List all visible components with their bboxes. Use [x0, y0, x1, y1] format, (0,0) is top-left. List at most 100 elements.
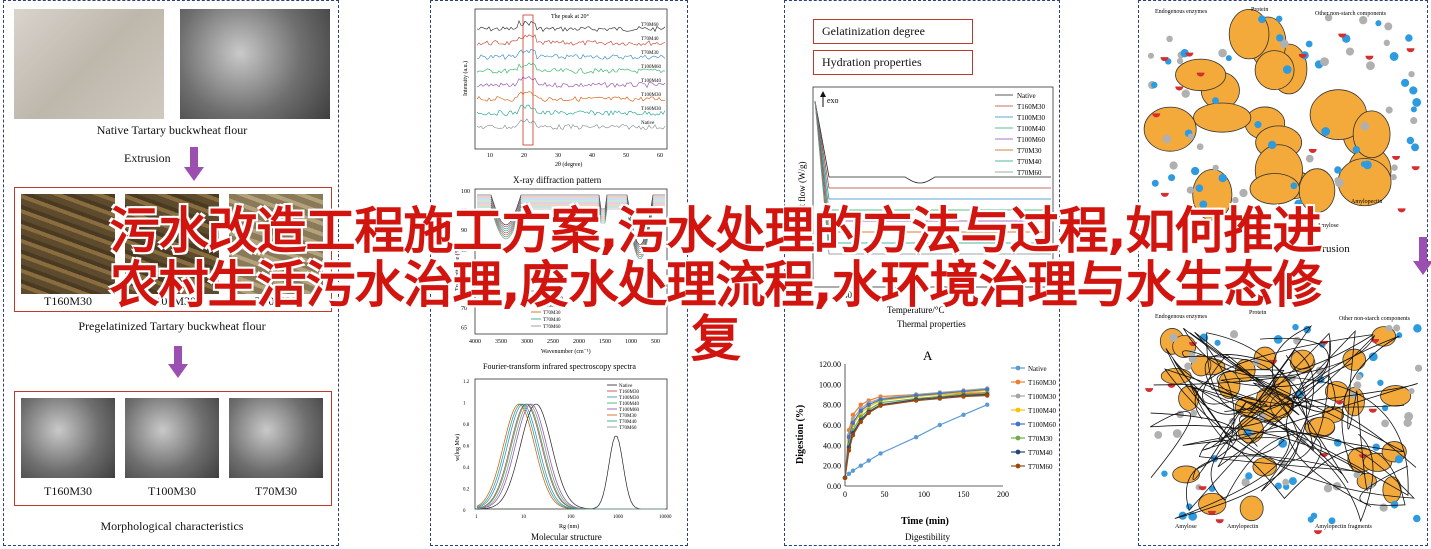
ftir-legend-label: T100M60: [543, 304, 564, 309]
digest-point: [846, 435, 852, 440]
digest-legend-label: Native: [1028, 365, 1047, 373]
hydration-box: Hydration properties: [813, 50, 973, 75]
ftir-ytick: 80: [461, 267, 467, 273]
digest-point: [985, 387, 990, 392]
component-dot: [1366, 61, 1375, 71]
panel-morphology: Native Tartary buckwheat flour Extrusion…: [3, 0, 339, 546]
digest-ylabel: Digestion (%): [795, 405, 806, 464]
panel-properties: Gelatinization degree Hydration properti…: [784, 0, 1060, 546]
gelatinization-box: Gelatinization degree: [813, 19, 973, 44]
digest-panel-label: A: [923, 348, 933, 363]
amylose-chain: [1153, 331, 1376, 468]
xrd-xlabel: 2θ (degree): [555, 161, 582, 168]
label-fragments-bot: Amylopectin fragments: [1315, 523, 1372, 530]
mol-xtick: 10: [521, 515, 527, 520]
digest-legend-marker: [1015, 379, 1021, 385]
ftir-legend-label: T160M30: [543, 283, 564, 288]
ftir-series-line: [477, 202, 665, 253]
xrd-annot: The peak at 20°: [551, 13, 589, 20]
component-dot: [1328, 517, 1336, 525]
xrd-caption: X-ray diffraction pattern: [513, 175, 602, 185]
component-dot: [1305, 40, 1313, 48]
digest-xtick: 200: [997, 490, 1009, 499]
component-dot: [1324, 13, 1333, 22]
component-dot: [1282, 478, 1290, 486]
mol-legend-label: T70M30: [619, 414, 637, 419]
native-caption: Native Tartary buckwheat flour: [96, 123, 248, 137]
digest-legend-marker: [1015, 421, 1021, 427]
digest-point: [866, 402, 871, 407]
component-dot: [1303, 325, 1311, 334]
sample-label-3: T70M30: [255, 294, 297, 308]
amylose-chain: [1250, 325, 1417, 492]
mol-series-line: [476, 403, 665, 510]
component-dot: [1239, 188, 1248, 198]
native-sem-photo: [180, 9, 330, 119]
digest-legend-marker: [1015, 463, 1021, 469]
mol-legend-label: T70M60: [619, 426, 637, 431]
xrd-series-label: T70M40: [641, 37, 659, 42]
component-dot: [1307, 516, 1315, 523]
digest-ytick: 120.00: [819, 360, 841, 369]
component-dot: [1273, 335, 1283, 344]
xrd-series-line: [476, 62, 666, 74]
overlay-title-line1: 污水改造工程施工方案,污水处理的方法与过程,如何推进: [109, 202, 1323, 260]
component-dot: [1394, 455, 1404, 464]
ftir-series-line: [477, 208, 665, 259]
component-dot: [1414, 364, 1423, 372]
enzyme-marker: [1397, 208, 1406, 213]
component-dot: [1208, 485, 1216, 492]
label-amylopectin-bot: Amylopectin: [1227, 524, 1258, 530]
component-dot: [1245, 472, 1253, 480]
mol-xlabel: Rg (nm): [559, 523, 579, 530]
ftir-xtick: 2500: [547, 339, 559, 345]
dsc-series-line: [814, 100, 1051, 222]
component-dot: [1385, 106, 1393, 114]
component-dot: [1218, 173, 1227, 183]
component-dot: [1187, 133, 1195, 140]
ftir-ytick: 75: [461, 287, 467, 293]
ftir-series-line: [477, 200, 665, 251]
component-dot: [1151, 179, 1159, 187]
label-other-top: Other non-starch components: [1315, 11, 1387, 17]
xrd-series-label: T100M60: [641, 65, 662, 70]
component-dot: [1185, 503, 1193, 510]
morph-caption: Morphological characteristics: [100, 519, 244, 533]
digest-legend-label: T100M40: [1028, 407, 1057, 415]
panel-mechanism: Endogenous enzymes Protein Other non-sta…: [1138, 0, 1431, 546]
component-dot: [1218, 48, 1227, 58]
mech-down-arrow-icon: [1413, 261, 1431, 275]
digest-legend-marker: [1015, 365, 1021, 371]
digest-point: [846, 471, 852, 476]
ftir-ytick: 100: [461, 189, 470, 195]
ftir-right-label: pe: [675, 261, 684, 271]
digest-point: [878, 403, 883, 408]
amylose-chain: [1198, 335, 1409, 507]
digest-point: [858, 463, 863, 468]
mol-xtick: 100: [567, 515, 575, 520]
component-dot: [1154, 431, 1163, 439]
component-dot: [1294, 199, 1303, 208]
sample-photo-2: [125, 194, 219, 294]
xrd-xtick: 60: [657, 153, 663, 159]
component-dot: [1321, 127, 1331, 136]
digest-point: [878, 451, 883, 456]
component-dot: [1258, 15, 1266, 24]
xrd-series-label: Native: [641, 121, 655, 126]
xrd-series-line: [476, 76, 666, 89]
digest-series-line: [844, 389, 988, 478]
enzyme-marker: [1406, 48, 1415, 53]
sem-label-2: T100M30: [148, 484, 196, 498]
digest-ytick: 40.00: [823, 441, 841, 450]
component-dot: [1161, 470, 1168, 477]
digest-legend-label: T70M40: [1028, 449, 1053, 457]
dsc-legend-label: T160M30: [1017, 103, 1046, 111]
enzyme-marker: [1308, 149, 1317, 154]
digest-legend-label: T70M60: [1028, 463, 1053, 471]
component-dot: [1241, 478, 1250, 487]
digest-legend-marker: [1015, 449, 1021, 455]
ftir-xtick: 2000: [573, 339, 585, 345]
label-amylose-top: Amylose: [1317, 223, 1339, 229]
component-dot: [1368, 352, 1378, 362]
xrd-series-label: T100M30: [641, 93, 662, 98]
